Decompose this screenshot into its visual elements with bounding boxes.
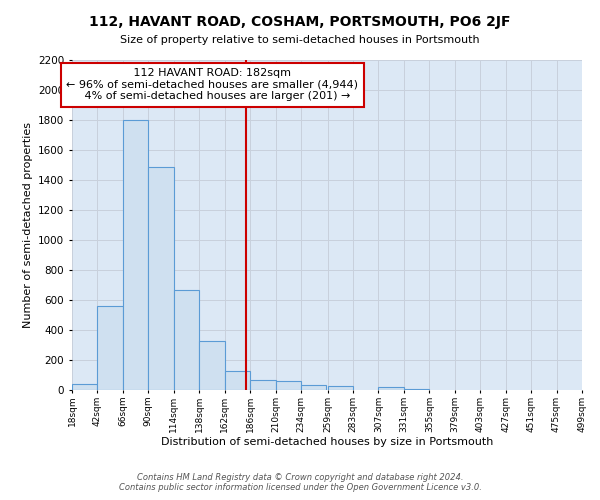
Bar	[404, 389, 430, 390]
X-axis label: Distribution of semi-detached houses by size in Portsmouth: Distribution of semi-detached houses by …	[161, 438, 493, 448]
Bar	[97, 306, 123, 390]
Bar	[224, 370, 250, 390]
Bar	[72, 384, 97, 390]
Text: Contains HM Land Registry data © Crown copyright and database right 2024.
Contai: Contains HM Land Registry data © Crown c…	[119, 473, 481, 492]
Text: Size of property relative to semi-detached houses in Portsmouth: Size of property relative to semi-detach…	[120, 35, 480, 45]
Bar	[199, 341, 224, 390]
Bar	[250, 380, 275, 390]
Bar	[301, 385, 326, 390]
Text: 112 HAVANT ROAD: 182sqm   
← 96% of semi-detached houses are smaller (4,944)
   : 112 HAVANT ROAD: 182sqm ← 96% of semi-de…	[66, 68, 358, 102]
Y-axis label: Number of semi-detached properties: Number of semi-detached properties	[23, 122, 32, 328]
Bar	[148, 166, 174, 390]
Bar	[328, 386, 353, 390]
Bar	[123, 120, 148, 390]
Bar	[275, 381, 301, 390]
Text: 112, HAVANT ROAD, COSHAM, PORTSMOUTH, PO6 2JF: 112, HAVANT ROAD, COSHAM, PORTSMOUTH, PO…	[89, 15, 511, 29]
Bar	[174, 290, 199, 390]
Bar	[379, 387, 404, 390]
